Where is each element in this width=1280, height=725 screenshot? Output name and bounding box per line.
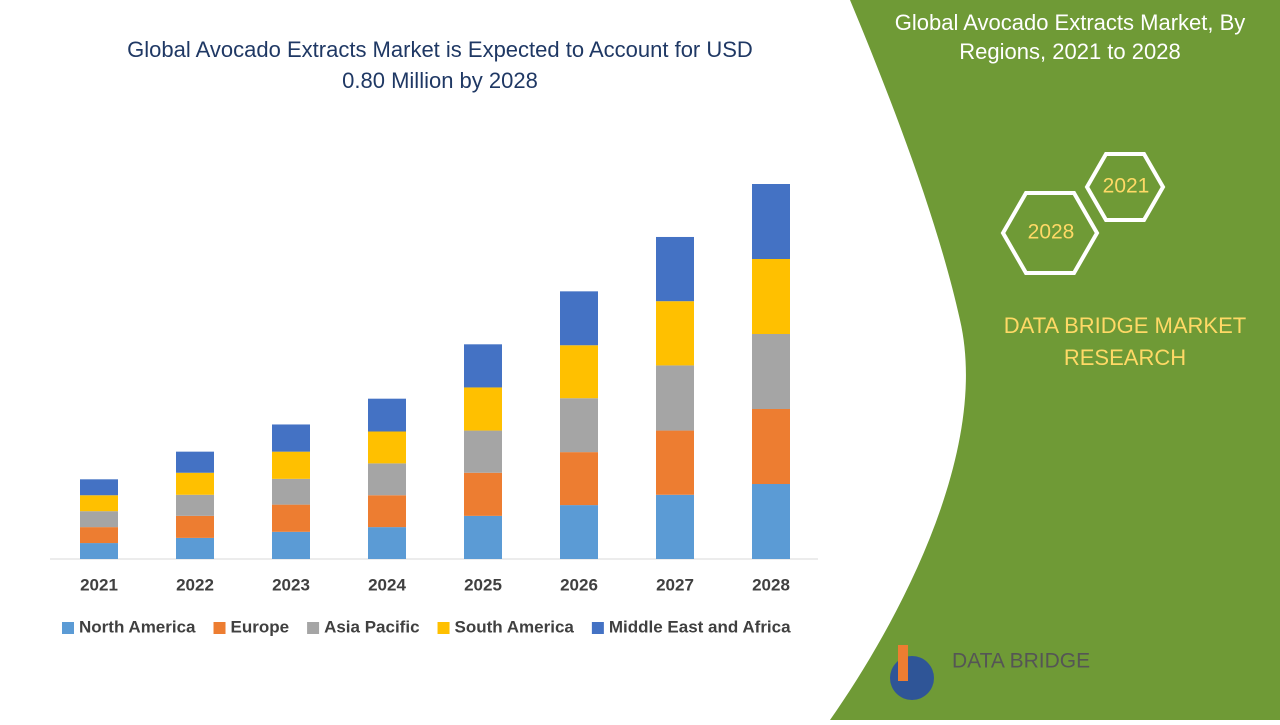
x-tick-label: 2021 [80, 575, 118, 594]
bar-segment [272, 478, 310, 505]
bar-segment [368, 495, 406, 528]
hexagon [1084, 152, 1166, 222]
bar-segment [752, 484, 790, 559]
bar-segment [176, 494, 214, 516]
bar-segment [752, 409, 790, 484]
hexagon-label: 2028 [1028, 221, 1075, 244]
bar-segment [368, 463, 406, 496]
bar-segment [368, 431, 406, 464]
bar-segment [80, 511, 118, 528]
bar-segment [368, 527, 406, 559]
bar-segment [272, 424, 310, 452]
hexagon-label: 2021 [1103, 175, 1150, 198]
brand-box: DATA BRIDGE MARKET RESEARCH [1003, 313, 1247, 370]
panel-title: Global Avocado Extracts Market, By Regio… [894, 10, 1246, 64]
bar-segment [272, 531, 310, 559]
bar-segment [560, 452, 598, 506]
bar-segment [752, 334, 790, 409]
legend-label: Middle East and Africa [609, 617, 791, 636]
bar-segment [560, 291, 598, 346]
bar-segment [464, 515, 502, 559]
x-tick-label: 2025 [464, 575, 502, 594]
legend-swatch [591, 622, 604, 634]
x-tick-label: 2022 [176, 575, 214, 594]
x-tick-label: 2028 [752, 575, 790, 594]
bar-segment [464, 430, 502, 473]
legend-label: South America [455, 617, 575, 636]
x-tick-label: 2023 [272, 575, 310, 594]
bar-segment [272, 504, 310, 532]
bar-segment [80, 527, 118, 544]
x-tick-label: 2027 [656, 575, 694, 594]
legend-swatch [213, 622, 226, 634]
bar-segment [80, 495, 118, 512]
brand: DATA BRIDGE MARKET RESEARCH [1003, 313, 1247, 370]
legend-label: North America [79, 617, 196, 636]
bar-segment [656, 365, 694, 431]
bar-segment [560, 398, 598, 453]
bar-segment [752, 259, 790, 334]
legend-label: Europe [231, 617, 290, 636]
bar-segment [80, 479, 118, 496]
hexagon [1000, 191, 1100, 275]
logo-icon [890, 656, 934, 700]
bar-segment [176, 537, 214, 559]
bar-segment [176, 472, 214, 495]
logo-icon [898, 645, 908, 681]
title-box: Global Avocado Extracts Market is Expect… [127, 37, 753, 93]
bar-segment [176, 515, 214, 538]
bar-segment [656, 430, 694, 495]
legend-swatch [437, 622, 450, 634]
bar-segment [656, 301, 694, 366]
bar-segment [176, 451, 214, 473]
x-tick-label: 2026 [560, 575, 598, 594]
side-panel [830, 0, 1280, 720]
bar-segment [560, 505, 598, 559]
chart-title: Global Avocado Extracts Market is Expect… [127, 37, 753, 93]
x-tick-label: 2024 [368, 575, 406, 594]
bar-segment [656, 236, 694, 302]
bar-segment [80, 543, 118, 559]
bar-segment [560, 345, 598, 399]
bar-segment [272, 451, 310, 479]
bar-segment [656, 494, 694, 559]
bar-segment [752, 184, 790, 259]
logo-text: DATA BRIDGE [952, 650, 1090, 673]
legend-swatch [307, 622, 320, 634]
bar-segment [464, 344, 502, 388]
bar-segment [464, 387, 502, 431]
bar-segment [368, 398, 406, 432]
legend-label: Asia Pacific [324, 617, 419, 636]
bar-segment [464, 472, 502, 516]
legend-swatch [62, 622, 74, 634]
panel-title-box: Global Avocado Extracts Market, By Regio… [894, 10, 1246, 64]
